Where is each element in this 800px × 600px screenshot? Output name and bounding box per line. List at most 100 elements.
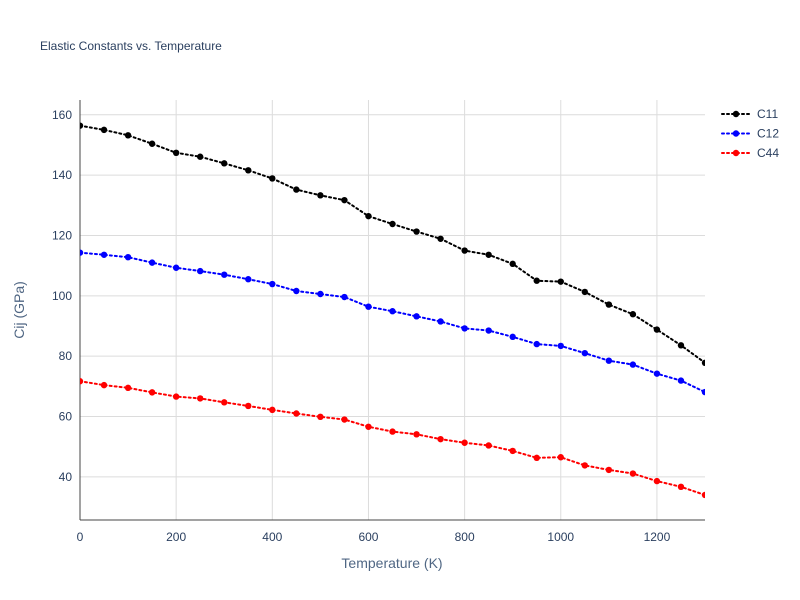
data-point-c11[interactable] [221, 160, 228, 167]
data-point-c44[interactable] [365, 423, 372, 430]
y-tick-label: 40 [59, 470, 73, 484]
data-point-c11[interactable] [389, 220, 396, 228]
data-point-c12[interactable] [677, 377, 685, 384]
data-point-c44[interactable] [581, 462, 589, 469]
data-point-c11[interactable] [172, 149, 180, 157]
data-point-c11[interactable] [196, 153, 204, 160]
data-point-c11[interactable] [605, 301, 613, 308]
data-point-c12[interactable] [485, 327, 492, 334]
data-point-c44[interactable] [77, 378, 84, 385]
data-point-c44[interactable] [509, 447, 516, 455]
data-point-c12[interactable] [100, 251, 108, 258]
data-point-c44[interactable] [317, 413, 324, 421]
x-tick-labels: 0 200 400 600 800 1000 1200 [77, 530, 671, 544]
data-point-c12[interactable] [317, 290, 324, 298]
data-point-c12[interactable] [605, 357, 613, 364]
data-point-c12[interactable] [509, 333, 516, 341]
data-point-c44[interactable] [557, 454, 564, 461]
series-c11 [77, 122, 708, 367]
data-point-c11[interactable] [629, 311, 637, 318]
data-point-c44[interactable] [677, 483, 685, 491]
data-point-c11[interactable] [485, 251, 492, 258]
data-point-c12[interactable] [557, 342, 564, 350]
y-tick-label: 60 [59, 410, 73, 424]
data-point-c11[interactable] [77, 122, 84, 129]
data-point-c12[interactable] [365, 303, 372, 310]
data-point-c12[interactable] [172, 264, 180, 271]
data-point-c11[interactable] [245, 167, 252, 174]
data-point-c44[interactable] [605, 466, 613, 474]
data-point-c12[interactable] [196, 267, 204, 275]
data-point-c12[interactable] [701, 388, 708, 396]
data-point-c11[interactable] [677, 342, 685, 349]
data-point-c12[interactable] [293, 287, 300, 295]
data-point-c12[interactable] [653, 370, 661, 377]
legend-item-c44[interactable]: C44 [721, 146, 779, 160]
data-point-c12[interactable] [77, 249, 84, 256]
legend-item-c12[interactable]: C12 [721, 127, 779, 141]
data-point-c12[interactable] [389, 308, 396, 315]
data-point-c12[interactable] [148, 259, 156, 266]
series-line-c12 [80, 251, 705, 394]
data-point-c11[interactable] [365, 212, 372, 220]
y-tick-label: 100 [52, 289, 72, 303]
x-tick-label: 1000 [547, 530, 574, 544]
x-tick-label: 800 [455, 530, 475, 544]
legend-marker-c12 [732, 130, 740, 137]
data-point-c12[interactable] [581, 349, 589, 357]
legend-label-c44: C44 [757, 146, 779, 160]
data-point-c12[interactable] [461, 325, 468, 332]
data-point-c12[interactable] [341, 293, 348, 301]
data-point-c11[interactable] [461, 247, 468, 254]
data-point-c12[interactable] [124, 253, 132, 261]
data-point-c12[interactable] [437, 318, 444, 325]
data-point-c44[interactable] [124, 384, 132, 392]
data-point-c11[interactable] [317, 192, 324, 199]
data-point-c12[interactable] [413, 313, 420, 320]
data-point-c44[interactable] [629, 470, 637, 477]
x-axis-title: Temperature (K) [341, 555, 442, 571]
data-point-c11[interactable] [581, 288, 589, 296]
data-point-c11[interactable] [653, 326, 661, 333]
grid [80, 100, 705, 520]
data-point-c12[interactable] [533, 340, 540, 348]
data-point-c44[interactable] [148, 389, 156, 396]
data-point-c44[interactable] [341, 416, 348, 423]
data-point-c11[interactable] [124, 132, 132, 139]
data-point-c11[interactable] [269, 175, 276, 182]
data-point-c44[interactable] [653, 477, 661, 485]
data-point-c11[interactable] [413, 228, 420, 235]
data-point-c44[interactable] [245, 402, 252, 410]
data-point-c44[interactable] [172, 393, 180, 400]
y-tick-label: 160 [52, 108, 72, 122]
data-point-c44[interactable] [389, 428, 396, 435]
data-point-c12[interactable] [221, 271, 228, 278]
data-point-c44[interactable] [221, 399, 228, 406]
data-point-c11[interactable] [533, 277, 540, 284]
data-point-c11[interactable] [509, 260, 516, 268]
data-point-c11[interactable] [100, 126, 108, 134]
data-point-c11[interactable] [293, 186, 300, 193]
data-point-c12[interactable] [269, 280, 276, 288]
data-point-c44[interactable] [533, 454, 540, 462]
data-point-c44[interactable] [413, 431, 420, 438]
x-tick-label: 600 [358, 530, 378, 544]
data-point-c11[interactable] [557, 278, 564, 285]
data-point-c11[interactable] [148, 140, 156, 147]
data-point-c44[interactable] [100, 381, 108, 389]
data-point-c11[interactable] [701, 359, 708, 367]
data-point-c44[interactable] [485, 442, 492, 449]
data-point-c44[interactable] [196, 395, 204, 402]
legend[interactable]: C11 C12 C44 [721, 107, 779, 160]
data-point-c12[interactable] [629, 361, 637, 368]
data-point-c44[interactable] [269, 406, 276, 414]
data-point-c44[interactable] [437, 435, 444, 443]
data-point-c44[interactable] [461, 439, 468, 446]
data-point-c44[interactable] [293, 410, 300, 417]
data-point-c12[interactable] [245, 276, 252, 283]
data-point-c11[interactable] [341, 196, 348, 204]
data-point-c11[interactable] [437, 235, 444, 242]
legend-item-c11[interactable]: C11 [721, 107, 778, 121]
data-point-c44[interactable] [701, 491, 708, 499]
